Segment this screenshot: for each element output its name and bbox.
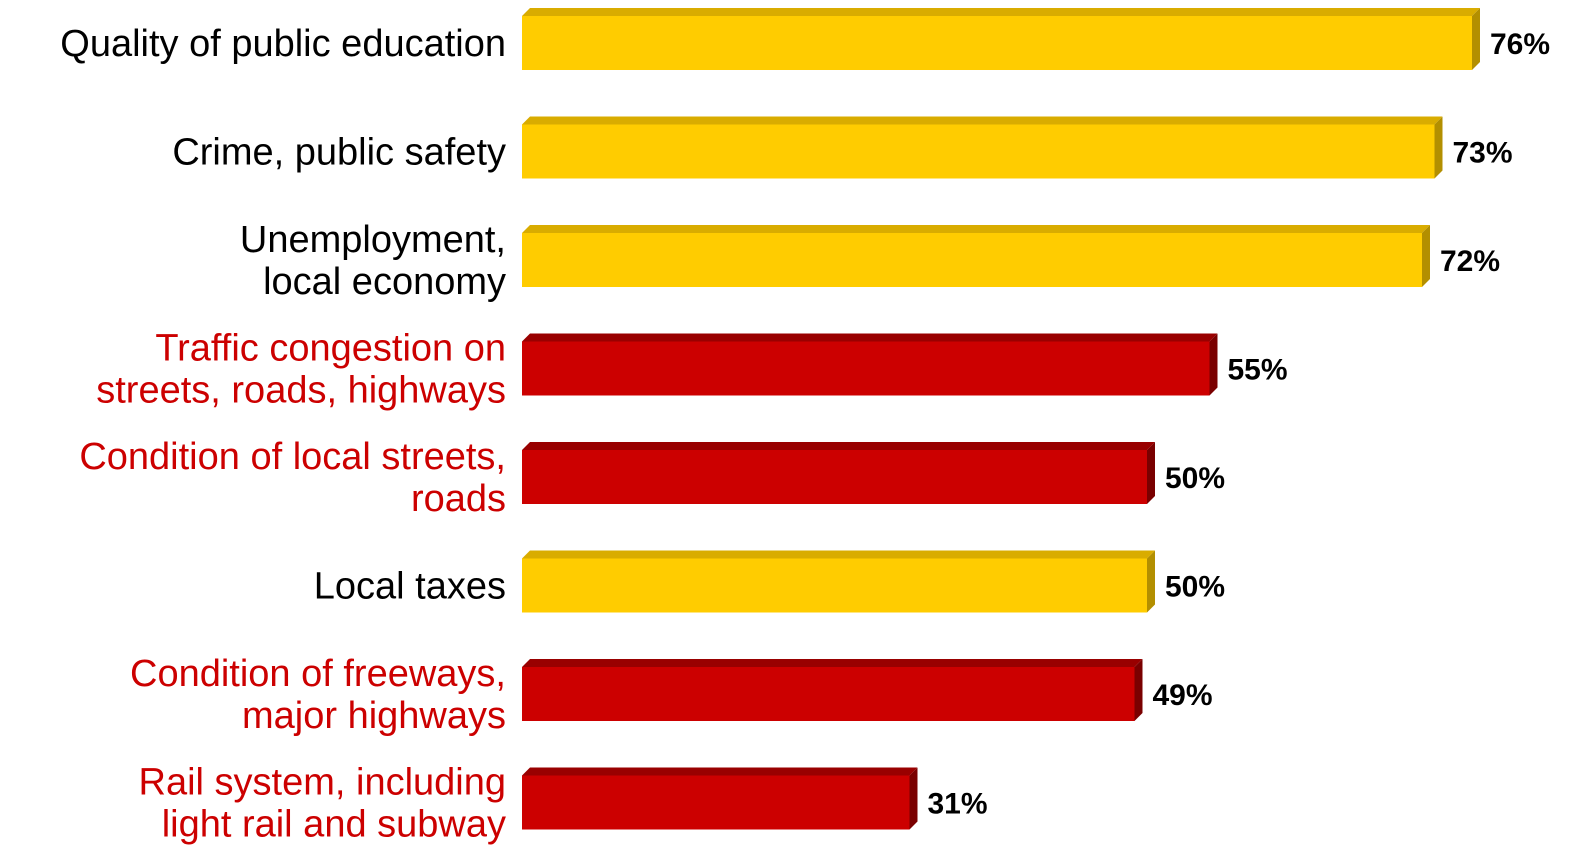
bar-side-face: [909, 767, 918, 830]
value-label: 31%: [928, 788, 988, 821]
bar: [522, 450, 1147, 504]
category-label: Quality of public education: [60, 23, 506, 65]
category-label: Local taxes: [314, 566, 506, 608]
bar-side-face: [1147, 442, 1155, 504]
value-label: 50%: [1165, 571, 1225, 604]
bar-top-face: [522, 442, 1155, 450]
bar: [522, 233, 1422, 287]
category-label: Condition of local streets, roads: [79, 436, 506, 520]
category-label: Rail system, including light rail and sub…: [139, 762, 506, 846]
bar-top-face: [522, 225, 1430, 233]
bar-side-face: [1422, 225, 1430, 287]
value-label: 76%: [1490, 28, 1550, 61]
bar: [522, 124, 1435, 179]
bar-top-face: [522, 767, 918, 776]
bar-top-face: [522, 8, 1480, 16]
bar: [522, 667, 1135, 721]
bar-side-face: [1472, 8, 1480, 70]
category-label: Condition of freeways, major highways: [130, 653, 506, 737]
value-label: 73%: [1453, 137, 1513, 170]
bar-side-face: [1134, 659, 1143, 721]
category-label: Crime, public safety: [172, 132, 506, 174]
bar-top-face: [522, 659, 1143, 667]
bar: [522, 775, 910, 830]
bar-side-face: [1434, 116, 1443, 179]
bar: [522, 341, 1210, 396]
category-label: Traffic congestion on streets, roads, hig…: [96, 328, 506, 412]
bar-side-face: [1147, 550, 1155, 613]
bar: [522, 16, 1472, 70]
category-labels-group: Quality of public education Crime, public…: [60, 23, 506, 846]
bar: [522, 558, 1147, 613]
bar-side-face: [1209, 333, 1218, 396]
category-label: Unemployment, local economy: [240, 219, 506, 303]
value-labels-group: 76% 73% 72% 55% 50% 50% 49% 31%: [927, 28, 1550, 821]
value-label: 55%: [1228, 354, 1288, 387]
bar-top-face: [522, 116, 1443, 125]
value-label: 49%: [1153, 679, 1213, 712]
bar-top-face: [522, 550, 1155, 559]
bars-group: [522, 8, 1480, 830]
value-label: 50%: [1165, 462, 1225, 495]
value-label: 72%: [1440, 245, 1500, 278]
bar-top-face: [522, 333, 1218, 342]
